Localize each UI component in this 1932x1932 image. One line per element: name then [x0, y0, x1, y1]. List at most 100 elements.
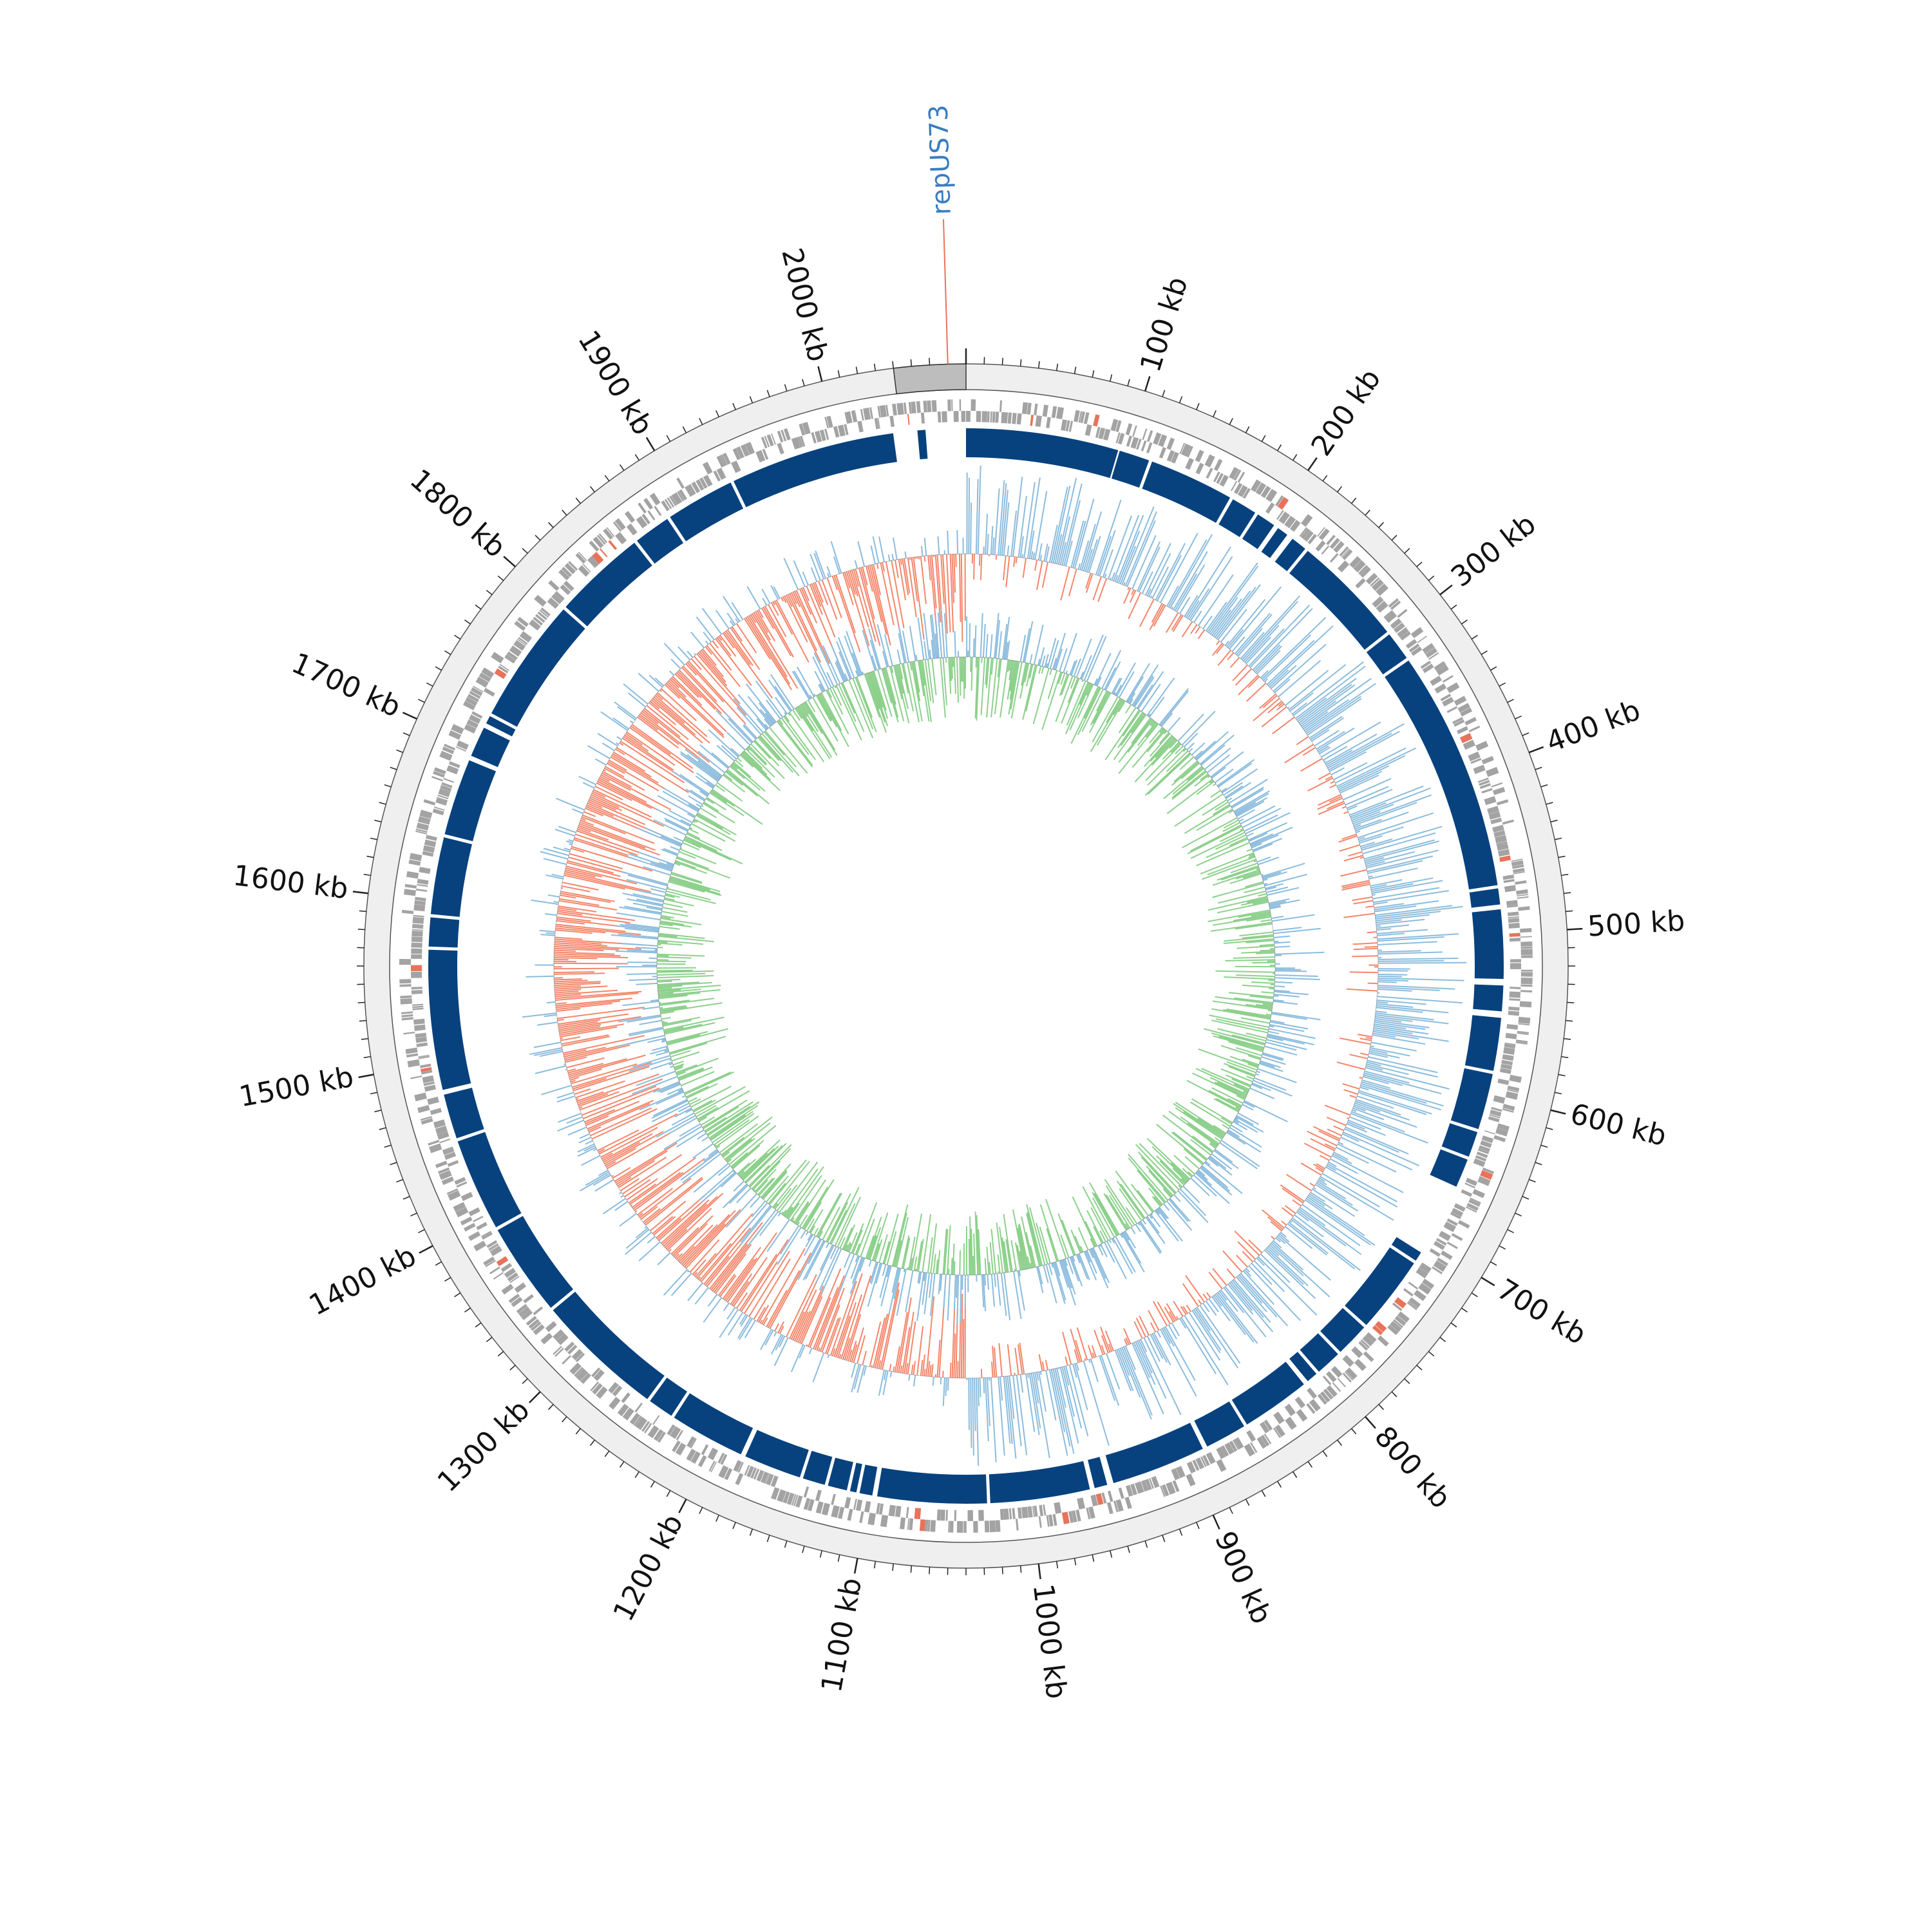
rna-feature — [1372, 1325, 1383, 1336]
cds-feature — [1303, 530, 1314, 542]
cds-feature — [1489, 1114, 1501, 1119]
cds-feature — [1370, 577, 1380, 587]
cds-feature — [718, 1465, 729, 1479]
cds-feature — [1497, 849, 1510, 857]
cds-feature — [1376, 601, 1388, 613]
cds-feature — [567, 1345, 578, 1355]
rna-feature — [1030, 414, 1034, 426]
cds-feature — [735, 1473, 744, 1486]
major-tick — [1144, 376, 1151, 392]
minor-tick — [766, 390, 770, 397]
minor-tick — [802, 1546, 805, 1553]
minor-tick — [749, 396, 753, 404]
minor-tick — [396, 1179, 404, 1183]
minor-tick — [1196, 402, 1200, 410]
cds-feature — [596, 535, 606, 545]
blast-hit-block — [1088, 1457, 1108, 1488]
cds-feature — [540, 607, 551, 616]
cds-feature — [468, 714, 481, 724]
cds-feature — [415, 1036, 428, 1043]
tick-label: 900 kb — [1208, 1526, 1278, 1629]
cds-feature — [454, 1177, 466, 1185]
minor-tick — [1499, 682, 1506, 687]
cds-feature — [696, 479, 705, 491]
cds-feature — [981, 411, 988, 422]
minor-tick — [666, 435, 671, 442]
cds-feature — [460, 1191, 473, 1201]
cds-feature — [529, 619, 541, 631]
cds-feature — [1435, 1238, 1447, 1246]
cds-feature — [777, 1489, 786, 1502]
cds-feature — [1171, 451, 1179, 464]
cds-feature — [473, 685, 484, 693]
minor-tick — [1561, 873, 1569, 876]
cds-feature — [1371, 579, 1384, 591]
cds-feature — [416, 888, 428, 892]
minor-tick — [1144, 1540, 1148, 1548]
minor-tick — [929, 357, 931, 365]
cds-feature — [575, 553, 586, 564]
cds-feature — [889, 415, 895, 428]
cds-feature — [417, 878, 429, 885]
minor-tick — [1404, 548, 1410, 554]
blast-hit-block — [989, 1461, 1090, 1504]
cds-feature — [412, 1005, 424, 1009]
cds-feature — [1477, 1176, 1491, 1186]
cds-feature — [1234, 482, 1243, 495]
cds-feature — [874, 418, 879, 430]
cds-feature — [587, 556, 600, 569]
blast-hit-block — [1289, 551, 1388, 650]
cds-feature — [1497, 843, 1509, 851]
rna-feature — [907, 413, 910, 425]
cds-feature — [1520, 928, 1532, 933]
cds-feature — [514, 620, 526, 631]
blast-hit-block — [1111, 450, 1150, 488]
cds-feature — [1003, 1508, 1009, 1520]
cds-feature — [426, 835, 437, 841]
cds-feature — [593, 1369, 605, 1381]
cds-feature — [406, 1053, 419, 1058]
cds-feature — [1503, 1046, 1515, 1055]
tick-label: 1800 kb — [404, 463, 512, 564]
cds-feature — [1339, 546, 1349, 557]
cds-feature — [1428, 652, 1439, 660]
cds-feature — [455, 1207, 469, 1218]
minor-tick — [384, 784, 392, 788]
minor-tick — [1056, 363, 1059, 371]
cds-feature — [509, 645, 522, 657]
cds-feature — [1417, 635, 1427, 643]
cds-feature — [1124, 1497, 1132, 1510]
cds-feature — [1405, 639, 1417, 649]
cds-feature — [1095, 426, 1101, 439]
cds-feature — [564, 563, 576, 574]
origin-highlight-box — [893, 363, 967, 395]
gc-content-positive — [522, 465, 1467, 1466]
rna-feature — [496, 1256, 509, 1267]
cds-feature — [468, 1231, 481, 1241]
minor-tick — [1229, 1507, 1233, 1514]
feature-label-text: repUS73 — [924, 104, 957, 215]
cds-feature — [1442, 675, 1454, 683]
cds-feature — [1284, 1403, 1296, 1416]
cds-feature — [1403, 1288, 1414, 1297]
cds-feature — [657, 1431, 666, 1443]
cds-feature — [1233, 469, 1242, 481]
cds-feature — [413, 1018, 425, 1025]
cds-feature — [864, 1501, 871, 1513]
cds-feature — [1204, 454, 1215, 468]
cds-feature — [1454, 1203, 1466, 1212]
cds-feature — [615, 531, 627, 545]
cds-feature — [612, 1385, 623, 1397]
cds-feature — [1516, 894, 1529, 897]
cds-feature — [859, 1511, 864, 1524]
cds-feature — [1397, 1311, 1410, 1323]
cds-feature — [1506, 900, 1518, 906]
cds-feature — [442, 746, 455, 755]
cds-feature — [433, 1119, 446, 1129]
cds-feature — [826, 415, 833, 428]
minor-tick — [1277, 444, 1282, 451]
cds-feature — [1159, 447, 1166, 459]
cds-feature — [551, 593, 563, 605]
cds-feature — [435, 1160, 448, 1168]
cds-feature — [900, 1517, 906, 1530]
